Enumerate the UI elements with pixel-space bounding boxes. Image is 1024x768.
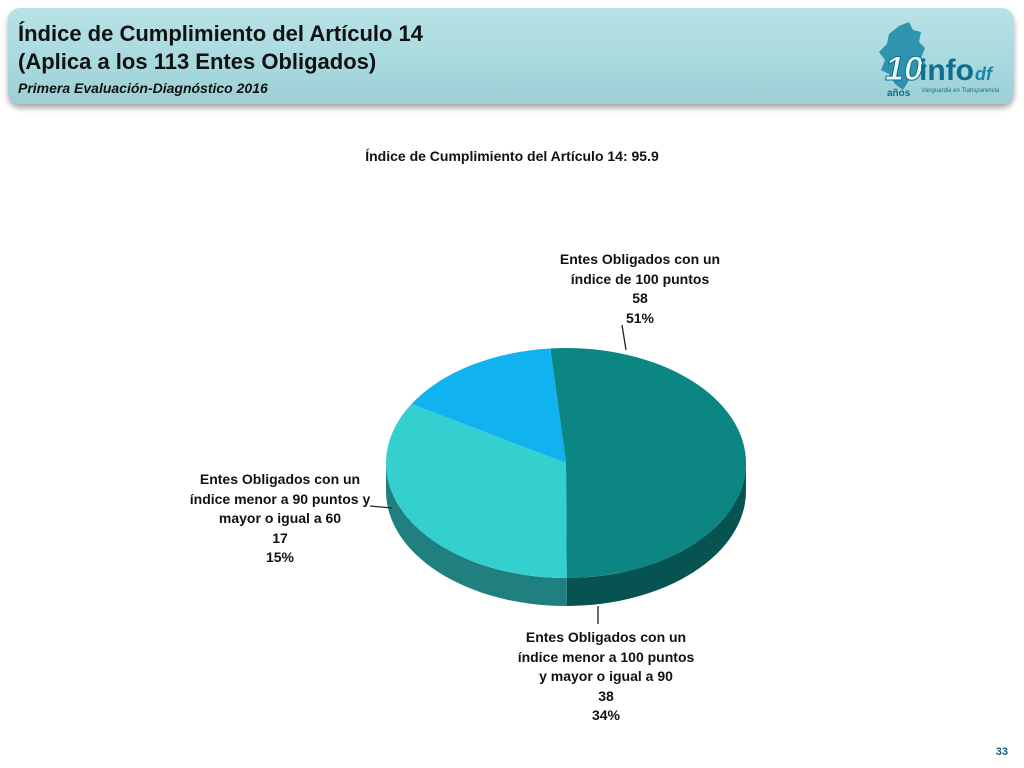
slice-label-text: y mayor o igual a 90 <box>539 668 673 684</box>
logo-brand: info <box>919 54 974 87</box>
slice-value: 58 <box>632 290 648 306</box>
title-line-1: Índice de Cumplimiento del Artículo 14 <box>18 21 424 46</box>
pie-top <box>386 347 747 578</box>
pie-side-2 <box>386 463 567 606</box>
slice-value: 17 <box>272 529 288 546</box>
slice-label-text: Entes Obligados con un <box>559 251 721 267</box>
chart-title: Índice de Cumplimiento del Artículo 14: … <box>365 148 659 164</box>
slice-label-text: índice de 100 puntos <box>570 270 710 287</box>
page-number: 33 <box>995 746 1008 758</box>
pie-sides <box>386 463 746 606</box>
logo-number: 10 <box>885 50 923 88</box>
slice-label-3: Entes Obligados con un índice menor a 90 … <box>180 470 380 568</box>
slice-percent: 15% <box>265 549 295 565</box>
logo-years: años <box>887 88 911 98</box>
slice-label-text: Entes Obligados con un <box>199 471 361 487</box>
title-line-2: (Aplica a los 113 Entes Obligados) <box>18 49 377 74</box>
slice-label-text: índice menor a 90 puntos y <box>189 490 371 507</box>
slice-label-text: índice menor a 100 puntos <box>517 648 695 665</box>
pie-side-1 <box>566 463 746 606</box>
slice-label-1: Entes Obligados con un índice de 100 punt… <box>530 250 750 328</box>
slice-percent: 34% <box>591 707 621 723</box>
pie-slice-3 <box>411 348 566 463</box>
slice-label-text: Entes Obligados con un <box>525 629 687 645</box>
pie-slice-2 <box>386 404 567 578</box>
slide-subtitle: Primera Evaluación-Diagnóstico 2016 <box>18 80 268 96</box>
infodf-logo: 10 años info df Vanguardia en Transparen… <box>879 22 1000 98</box>
logo-suffix: df <box>975 64 994 84</box>
logo-tagline: Vanguardia en Transparencia <box>921 88 1000 94</box>
slide-title: Índice de Cumplimiento del Artículo 14 (… <box>18 20 423 76</box>
slice-percent: 51% <box>625 309 655 326</box>
map-silhouette <box>879 22 927 90</box>
leader-line-1 <box>621 324 627 351</box>
slice-label-2: Entes Obligados con un índice menor a 100… <box>490 628 722 726</box>
slide-header: Índice de Cumplimiento del Artículo 14 (… <box>8 8 1014 104</box>
leader-line-3 <box>369 505 393 509</box>
pie-slice-1 <box>550 347 747 578</box>
slice-label-text: mayor o igual a 60 <box>218 510 342 526</box>
slice-value: 38 <box>598 687 614 704</box>
